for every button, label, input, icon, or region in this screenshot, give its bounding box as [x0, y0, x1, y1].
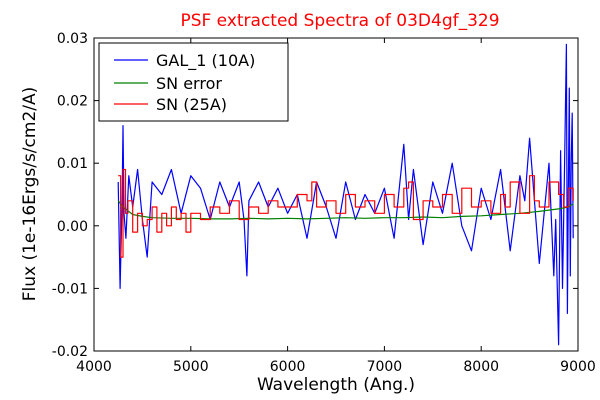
x-axis-label: Wavelength (Ang.): [257, 375, 415, 395]
plot-frame: [93, 37, 579, 352]
y-tick-label: 0.02: [57, 94, 88, 110]
series-line-sn: [118, 168, 574, 258]
chart-title: PSF extracted Spectra of 03D4gf_329: [180, 11, 499, 31]
legend-label-gal: GAL_1 (10A): [156, 51, 255, 71]
y-tick-label: -0.02: [52, 344, 88, 360]
x-tick-label: 7000: [367, 359, 403, 375]
y-tick-label: 0.00: [57, 219, 88, 235]
x-tick-label: 5000: [173, 359, 209, 375]
y-tick-label: 0.03: [57, 31, 88, 47]
legend-label-sn: SN (25A): [156, 95, 227, 114]
legend-box: [98, 42, 289, 122]
y-tick-label: -0.01: [52, 281, 88, 297]
series-layer: [117, 43, 574, 346]
legend: GAL_1 (10A) SN error SN (25A): [98, 42, 289, 122]
series-line-gal: [117, 43, 574, 346]
x-tick-label: 4000: [76, 359, 112, 375]
x-tick-label: 6000: [270, 359, 306, 375]
y-tick-label: 0.01: [57, 156, 88, 172]
x-tick-label: 8000: [463, 359, 499, 375]
legend-label-sn-error: SN error: [156, 74, 222, 93]
x-tick-label: 9000: [560, 359, 596, 375]
y-axis-label: Flux (1e-16Ergs/s/cm2/A): [20, 87, 40, 302]
